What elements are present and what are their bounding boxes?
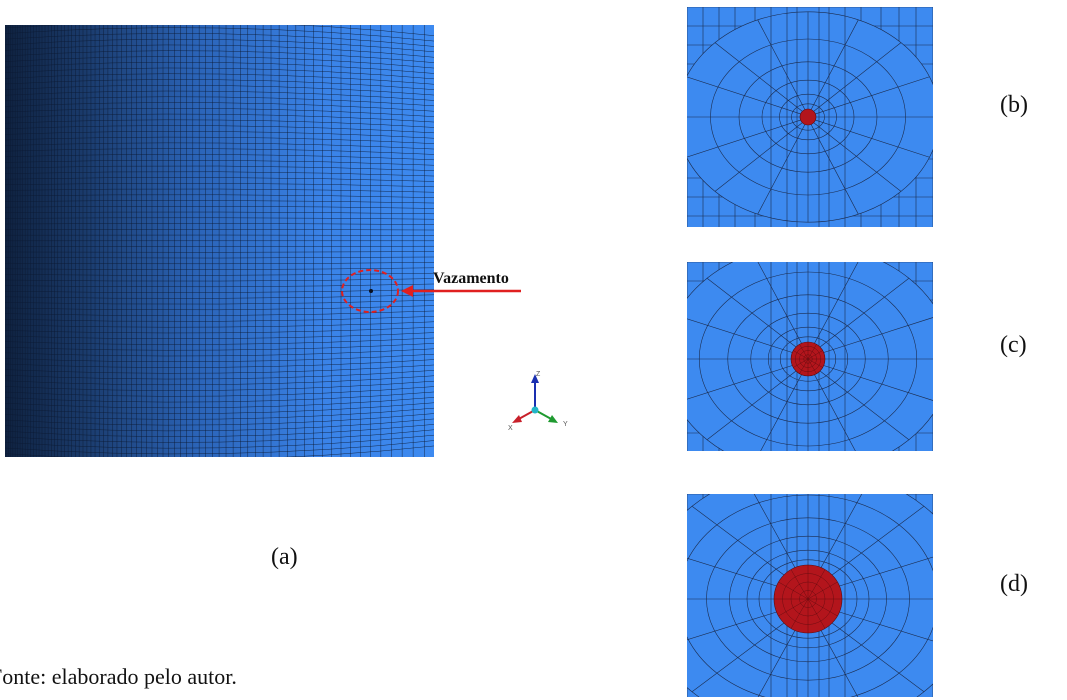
- detail-large-hole-mesh: [687, 494, 933, 697]
- leak-highlight-circle: [341, 269, 399, 313]
- leak-hole: [799, 108, 817, 126]
- caption-d: (d): [1000, 571, 1028, 597]
- axis-z-label: Z: [536, 371, 541, 378]
- axis-y-label: Y: [563, 421, 568, 428]
- mesh-horizontal-lines: [5, 25, 434, 457]
- leak-label: Vazamento: [433, 270, 509, 287]
- source-note: Fonte: elaborado pelo autor.: [0, 664, 237, 689]
- mesh-vertical-lines: [5, 25, 425, 457]
- cylinder-mesh-view: [5, 25, 434, 457]
- axis-x-label: X: [508, 425, 513, 432]
- caption-c: (c): [1000, 332, 1027, 358]
- leak-point: [369, 289, 373, 293]
- caption-a: (a): [271, 544, 298, 570]
- caption-b: (b): [1000, 92, 1028, 118]
- detail-small-hole-mesh: [687, 7, 933, 227]
- detail-medium-hole-mesh: [687, 262, 933, 451]
- leak-arrow: [401, 285, 521, 297]
- axis-triad-icon: Z X Y: [508, 371, 568, 432]
